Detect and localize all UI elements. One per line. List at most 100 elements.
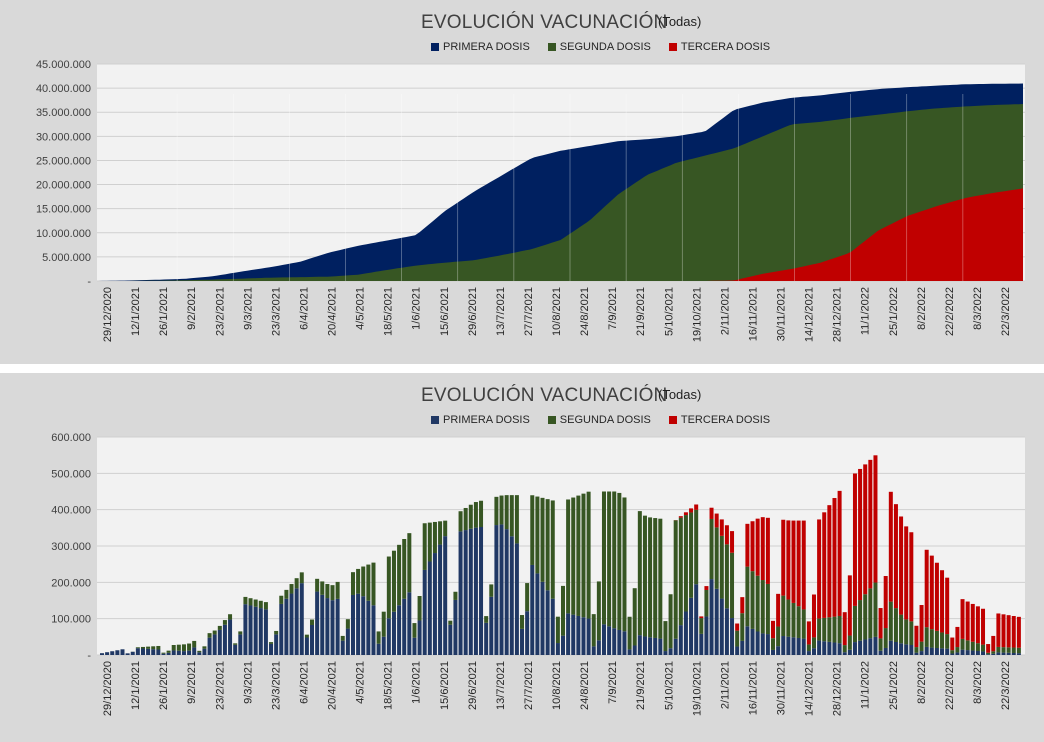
bar-segment-series-2: [689, 512, 694, 598]
bar-segment-series-2: [760, 580, 765, 634]
bar-segment-series-2: [146, 646, 151, 649]
bar-segment-series-2: [929, 629, 934, 648]
bar-segment-series-3: [934, 562, 939, 631]
bar-segment-series-2: [381, 611, 386, 637]
bar-segment-series-2: [294, 578, 299, 589]
bar-segment-series-1: [233, 644, 238, 655]
bar-segment-series-2: [714, 527, 719, 589]
bar-segment-series-2: [653, 518, 658, 638]
bar-segment-series-1: [530, 564, 535, 655]
bar-segment-series-2: [504, 495, 509, 530]
bar-segment-series-1: [586, 618, 591, 655]
legend-label: TERCERA DOSIS: [680, 41, 771, 53]
bar-segment-series-1: [545, 590, 550, 655]
bar-segment-series-3: [960, 599, 965, 639]
cumulative-area-chart: - 5.000.000 10.000.000 15.000.000 20.000.000…: [36, 59, 1025, 342]
cumulative-chart-panel: EVOLUCIÓN VACUNACIÓN (Todas) PRIMERA DOS…: [0, 0, 1044, 364]
bar-segment-series-1: [760, 633, 765, 655]
bar-segment-series-2: [960, 638, 965, 650]
bar-segment-series-2: [704, 589, 709, 617]
x-tick-label: 12/1/2021: [130, 287, 142, 336]
bar-segment-series-2: [981, 644, 986, 652]
x-tick-label: 27/7/2021: [523, 287, 535, 336]
bar-segment-series-2: [171, 645, 176, 651]
bar-segment-series-2: [473, 502, 478, 528]
x-tick-label: 23/2/2021: [214, 661, 226, 710]
bar-segment-series-3: [950, 637, 955, 651]
bar-segment-series-2: [1011, 647, 1016, 653]
bar-segment-series-1: [724, 608, 729, 655]
bar-segment-series-1: [653, 637, 658, 655]
y-tick-label: 20.000.000: [36, 180, 91, 192]
x-tick-label: 28/12/2021: [832, 287, 844, 342]
bar-segment-series-1: [269, 643, 274, 655]
bar-segment-series-1: [156, 649, 161, 655]
bar-segment-series-3: [714, 513, 719, 528]
x-tick-label: 5/10/2021: [663, 661, 675, 710]
bar-segment-series-1: [776, 646, 781, 655]
x-tick-label: 29/6/2021: [467, 661, 479, 710]
bar-segment-series-2: [402, 539, 407, 599]
bar-segment-series-2: [735, 630, 740, 647]
bar-segment-series-2: [571, 497, 576, 615]
bar-segment-series-1: [514, 543, 519, 655]
bar-segment-series-1: [274, 634, 279, 655]
bar-segment-series-2: [304, 634, 309, 638]
y-tick-label: 300.000: [51, 541, 91, 553]
y-tick-label: 5.000.000: [42, 252, 91, 264]
x-tick-label: 7/9/2021: [607, 661, 619, 704]
legend-label: TERCERA DOSIS: [680, 414, 771, 426]
bar-segment-series-2: [581, 493, 586, 618]
bar-segment-series-1: [837, 643, 842, 655]
bar-segment-series-1: [919, 651, 924, 655]
bar-segment-series-1: [555, 643, 560, 655]
bar-segment-series-3: [842, 612, 847, 646]
bar-segment-series-1: [212, 634, 217, 655]
bar-segment-series-1: [955, 652, 960, 655]
bar-segment-series-3: [863, 464, 868, 595]
bar-segment-series-2: [432, 521, 437, 554]
bar-segment-series-2: [263, 602, 268, 610]
bar-segment-series-1: [176, 650, 181, 655]
bar-segment-series-2: [873, 582, 878, 637]
x-tick-label: 29/6/2021: [467, 287, 479, 336]
bar-segment-series-2: [566, 499, 571, 614]
y-tick-label: 500.000: [51, 468, 91, 480]
x-tick-label: 16/11/2021: [747, 287, 759, 341]
bar-segment-series-1: [458, 531, 463, 655]
bar-segment-series-2: [1006, 647, 1011, 653]
bar-segment-series-1: [432, 553, 437, 655]
bar-segment-series-3: [760, 517, 765, 581]
bar-segment-series-2: [878, 638, 883, 651]
bar-segment-series-2: [673, 520, 678, 639]
bar-segment-series-2: [166, 650, 171, 653]
x-tick-label: 9/3/2021: [242, 287, 254, 330]
bar-segment-series-1: [883, 647, 888, 655]
bar-segment-series-2: [176, 644, 181, 651]
legend-label: PRIMERA DOSIS: [443, 414, 530, 426]
x-tick-label: 13/7/2021: [495, 287, 507, 336]
bar-segment-series-2: [279, 595, 284, 604]
bar-segment-series-1: [402, 598, 407, 655]
bar-segment-series-2: [827, 617, 832, 642]
x-tick-label: 12/1/2021: [130, 661, 142, 710]
bar-segment-series-3: [724, 525, 729, 545]
bar-segment-series-1: [858, 640, 863, 655]
bar-segment-series-2: [622, 497, 627, 632]
area-series-2: [98, 104, 1023, 281]
bar-segment-series-3: [745, 523, 750, 567]
x-tick-label: 29/12/2020: [102, 287, 114, 342]
bar-segment-series-1: [714, 588, 719, 655]
x-tick-label: 11/1/2022: [860, 661, 872, 709]
bar-segment-series-1: [817, 640, 822, 655]
x-tick-label: 23/3/2021: [270, 661, 282, 710]
bar-segment-series-1: [151, 649, 156, 655]
x-tick-label: 9/2/2021: [186, 287, 198, 330]
bar-segment-series-2: [151, 646, 156, 650]
bar-segment-series-2: [632, 588, 637, 646]
x-tick-label: 30/11/2021: [776, 661, 788, 715]
bar-segment-series-2: [591, 614, 596, 647]
bar-segment-series-2: [904, 619, 909, 645]
bar-segment-series-1: [381, 636, 386, 655]
y-tick-label: 10.000.000: [36, 228, 91, 240]
